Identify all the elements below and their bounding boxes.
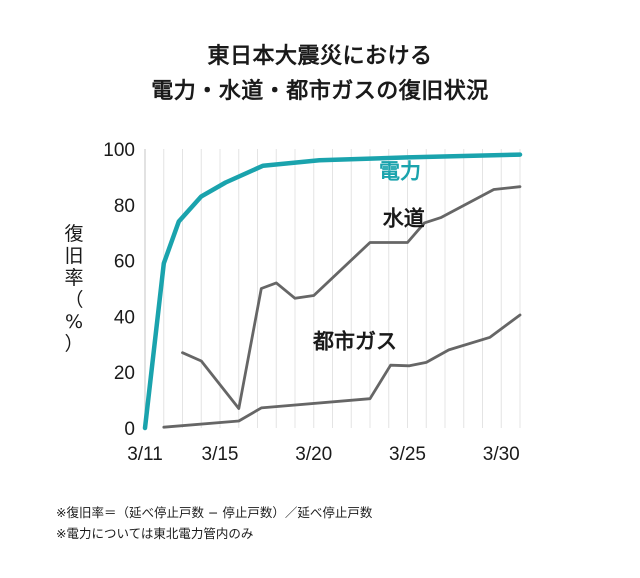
x-tick-label: 3/20 xyxy=(295,444,332,465)
footnote-1: ※復旧率＝（延べ停止戸数 − 停止戸数）／延べ停止戸数 xyxy=(56,505,373,520)
x-tick-label: 3/30 xyxy=(483,444,520,465)
y-tick-label: 40 xyxy=(114,307,135,328)
series-line-0 xyxy=(142,152,523,431)
y-tick-label: 80 xyxy=(114,196,135,217)
series-line-2 xyxy=(162,313,522,429)
footnote-2: ※電力については東北電力管内のみ xyxy=(56,526,254,541)
chart-title-line2: 電力・水道・都市ガスの復旧状況 xyxy=(151,79,489,104)
y-tick-label: 0 xyxy=(124,419,135,440)
series-label: 電力 xyxy=(379,159,421,183)
series-label: 水道 xyxy=(383,207,425,231)
chart-title-line1: 東日本大震災における xyxy=(207,44,433,69)
x-tick-label: 3/15 xyxy=(202,444,239,465)
y-tick-label: 60 xyxy=(114,252,135,273)
y-tick-label: 100 xyxy=(103,140,135,161)
series-group xyxy=(142,152,523,431)
y-axis-label: 復旧率（%） xyxy=(64,223,83,355)
series-label: 都市ガス xyxy=(312,329,397,353)
x-tick-label: 3/25 xyxy=(389,444,426,465)
x-tick-label: 3/11 xyxy=(127,444,163,465)
gridlines xyxy=(163,149,521,428)
y-tick-label: 20 xyxy=(114,363,135,384)
series-line-1 xyxy=(181,185,522,410)
